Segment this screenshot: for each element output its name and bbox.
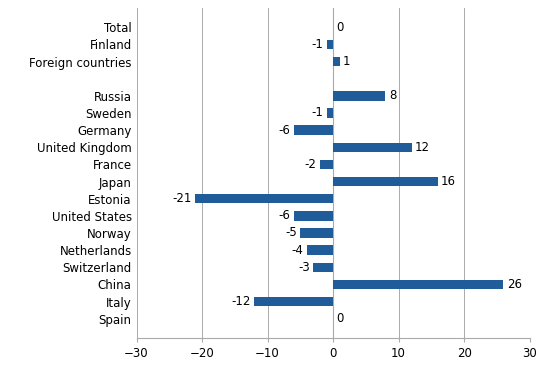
Bar [195,194,333,203]
Bar [333,57,340,66]
Text: 16: 16 [441,175,456,188]
Text: 1: 1 [343,55,351,68]
Bar [307,246,333,255]
Text: -1: -1 [311,106,323,120]
Text: -6: -6 [278,124,290,136]
Text: 8: 8 [389,89,396,102]
Text: -3: -3 [298,261,310,274]
Text: 26: 26 [507,278,521,291]
Bar [333,143,412,152]
Text: -2: -2 [305,158,317,171]
Text: -4: -4 [292,244,304,256]
Bar [254,297,333,306]
Bar [327,40,333,49]
Bar [333,91,385,100]
Bar [333,280,503,289]
Text: -5: -5 [285,226,297,240]
Bar [313,262,333,272]
Bar [294,211,333,220]
Bar [327,108,333,118]
Text: 0: 0 [336,21,344,34]
Bar [320,160,333,169]
Bar [333,177,438,186]
Text: -12: -12 [232,295,251,308]
Bar [294,126,333,135]
Text: 0: 0 [336,312,344,325]
Text: -1: -1 [311,38,323,51]
Text: -6: -6 [278,209,290,222]
Bar [300,228,333,238]
Text: -21: -21 [173,192,192,205]
Text: 12: 12 [415,141,430,154]
